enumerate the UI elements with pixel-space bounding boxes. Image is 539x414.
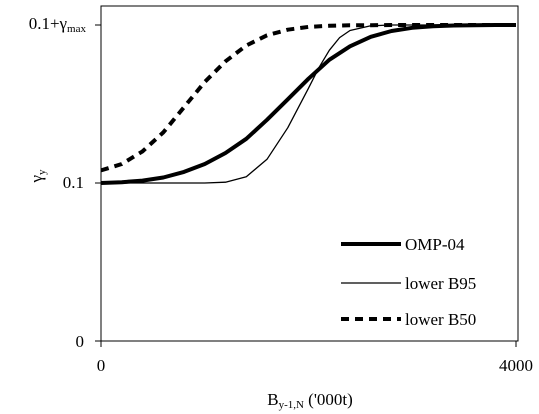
- y-tick-label-0.1: 0.1: [63, 173, 84, 192]
- series-line-lower-b95: [101, 24, 516, 184]
- x-tick-label-0: 0: [97, 356, 106, 375]
- y-tick-labels: 0 0.1 0.1+γmax: [29, 14, 87, 351]
- x-tick-label-4000: 4000: [499, 356, 533, 375]
- x-axis-title: By-1,N ('000t): [267, 390, 353, 411]
- legend: OMP-04 lower B95 lower B50: [341, 235, 476, 329]
- y-tick-label-max: 0.1+γmax: [29, 14, 87, 35]
- series-line-lower-b50: [100, 23, 516, 173]
- axis-ticks: [95, 24, 517, 347]
- y-tick-label-0: 0: [76, 332, 85, 351]
- legend-label-lower-b50: lower B50: [405, 310, 476, 329]
- legend-label-omp-04: OMP-04: [405, 235, 465, 254]
- legend-label-lower-b95: lower B95: [405, 274, 476, 293]
- plot-area: [100, 5, 519, 342]
- series-layer: [100, 23, 516, 185]
- x-tick-labels: 0 4000: [97, 356, 533, 375]
- series-line-omp-04: [100, 23, 516, 185]
- y-axis-title: γy: [27, 169, 48, 184]
